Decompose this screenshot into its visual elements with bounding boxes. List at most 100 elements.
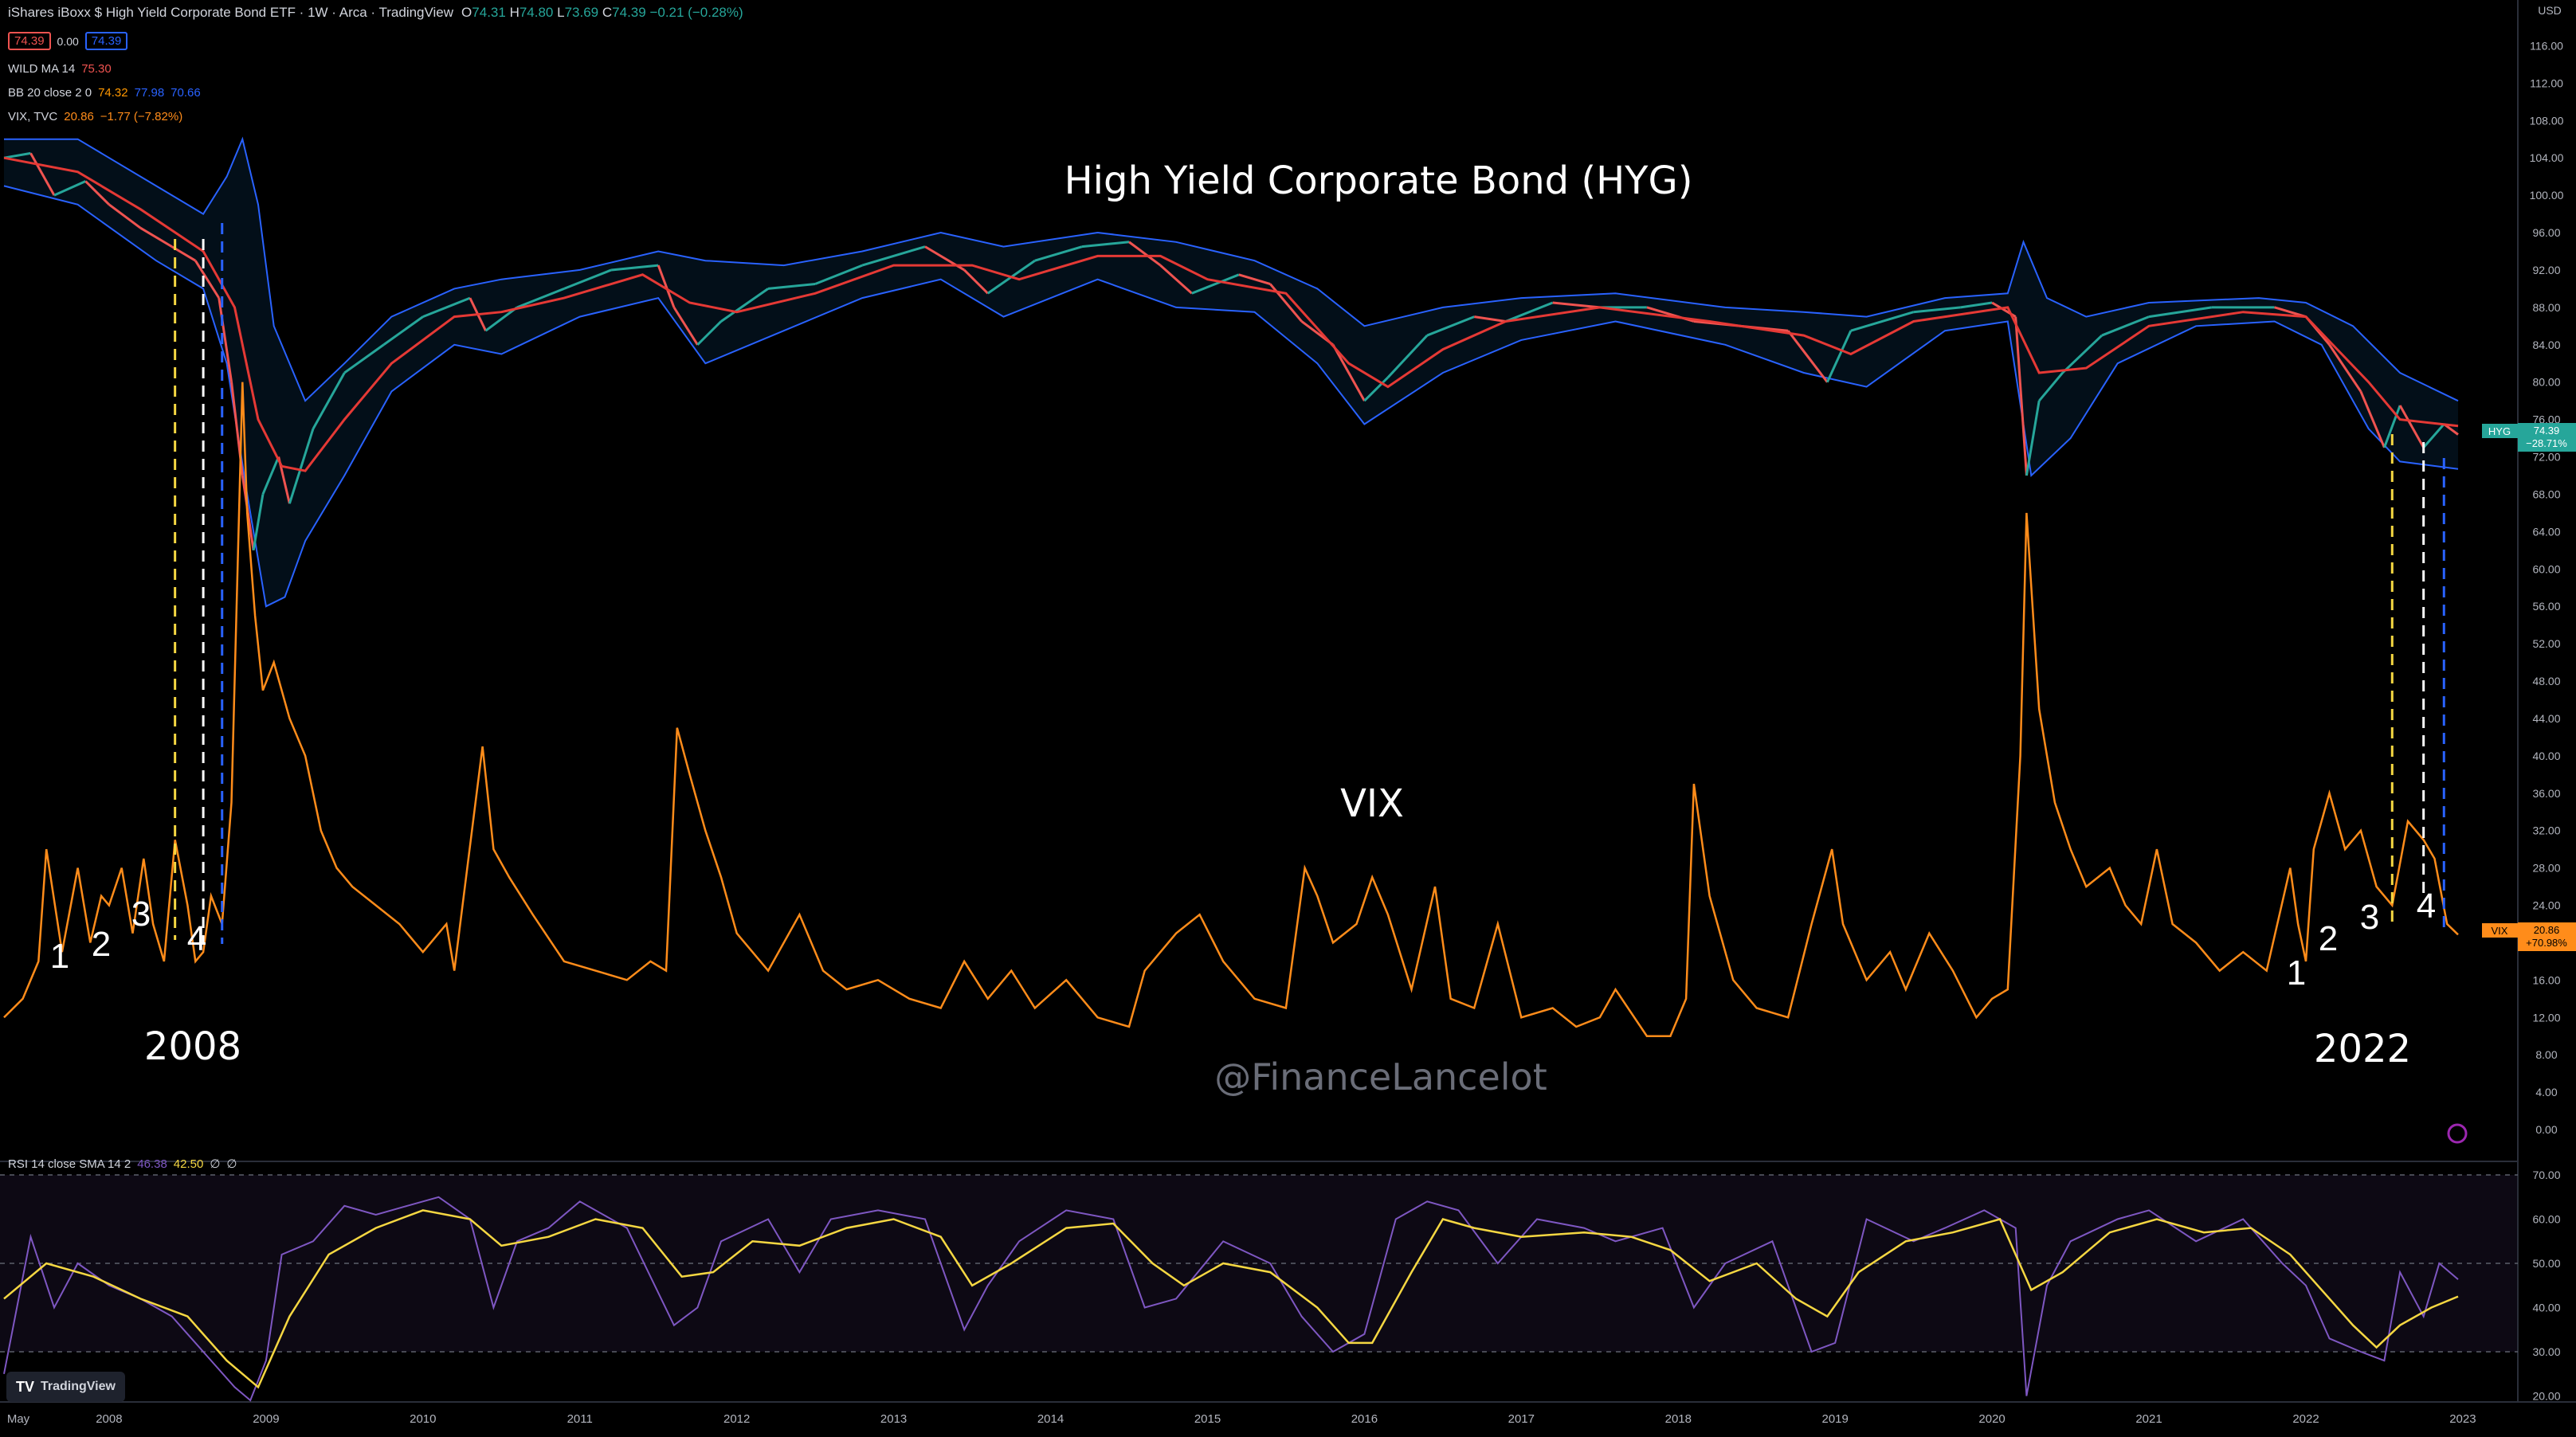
hyg-price-segment	[3, 151, 31, 159]
price-boxes: 74.39 0.00 74.39	[8, 32, 128, 50]
price-lines	[3, 151, 2459, 1037]
vix-tag-symbol: VIX	[2492, 925, 2508, 937]
hyg-price-segment	[1191, 273, 1240, 295]
sell-price-box[interactable]: 74.39	[8, 32, 51, 50]
rsi-axis-tick: 20.00	[2532, 1390, 2560, 1403]
hyg-price-segment	[2101, 315, 2150, 337]
time-axis-tick: 2017	[1508, 1412, 1535, 1426]
hyg-price-segment	[2148, 306, 2213, 319]
legend-bb[interactable]: BB 20 close 2 0 74.32 77.98 70.66	[8, 86, 201, 100]
bb-basis-value: 74.32	[98, 86, 128, 100]
rsi-axis-tick: 30.00	[2532, 1345, 2560, 1358]
price-axis-tick: 52.00	[2532, 637, 2560, 650]
vix-tag-price: 20.86	[2534, 924, 2560, 936]
hyg-price-segment	[814, 264, 863, 285]
tradingview-logo[interactable]: TV TradingView	[6, 1372, 125, 1402]
hyg-price-segment	[1552, 301, 1600, 309]
hyg-price-segment	[2061, 334, 2104, 374]
buy-price-box[interactable]: 74.39	[84, 32, 128, 50]
price-axis-tick: 96.00	[2532, 226, 2560, 239]
vix-value: 20.86	[64, 110, 94, 123]
price-axis-tick: 56.00	[2532, 600, 2560, 613]
tradingview-logo-icon: TV	[16, 1378, 35, 1395]
time-axis-tick: 2010	[410, 1412, 436, 1426]
hyg-price-segment	[288, 428, 315, 504]
price-axis-tick: 104.00	[2530, 151, 2564, 164]
hyg-price-segment	[720, 288, 769, 323]
bb-lower-value: 70.66	[171, 86, 201, 100]
legend-wild-ma[interactable]: WILD MA 14 75.30	[8, 62, 112, 76]
rsi-axis-tick: 60.00	[2532, 1213, 2560, 1226]
hyg-price-segment	[108, 203, 142, 229]
hyg-price-segment	[1128, 241, 1162, 267]
hyg-price-segment	[53, 180, 87, 197]
low-value: 73.69	[564, 5, 599, 20]
price-axis-tick: 116.00	[2530, 40, 2563, 53]
price-axis-tick: 100.00	[2530, 189, 2564, 202]
wild-ma-line	[3, 156, 2459, 472]
time-axis-tick: 2013	[880, 1412, 907, 1426]
time-axis-tick: 2021	[2135, 1412, 2162, 1426]
rsi-axis-tick: 50.00	[2532, 1257, 2560, 1270]
symbol-title[interactable]: iShares iBoxx $ High Yield Corporate Bon…	[8, 5, 454, 20]
rsi-pane	[0, 1174, 2518, 1402]
change-value: −0.21 (−0.28%)	[649, 5, 743, 20]
hyg-price-segment	[1034, 245, 1083, 262]
rsi-extra-1: ∅	[210, 1157, 221, 1171]
hyg-price-segment	[861, 245, 926, 267]
hyg-price-segment	[1825, 330, 1853, 383]
price-axis-tick: 8.00	[2535, 1048, 2557, 1061]
currency-label: USD	[2538, 4, 2562, 17]
price-axis-tick: 76.00	[2532, 413, 2560, 426]
hyg-price-segment	[343, 343, 385, 374]
hyg-tag-symbol: HYG	[2488, 425, 2511, 437]
time-axis-tick: 2018	[1665, 1412, 1692, 1426]
hyg-price-segment	[1960, 301, 1993, 309]
hyg-price-segment	[84, 180, 111, 206]
tradingview-label: TradingView	[41, 1380, 116, 1393]
hyg-price-segment	[1363, 376, 1389, 402]
hyg-price-segment	[2422, 423, 2445, 448]
bb-label: BB 20 close 2 0	[8, 86, 92, 100]
hyg-price-segment	[1505, 301, 1554, 323]
rsi-line	[3, 1196, 2459, 1402]
alert-icon[interactable]	[2447, 1123, 2468, 1144]
year-label-2022: 2022	[2314, 1027, 2411, 1071]
hyg-price-segment	[1331, 344, 1366, 401]
time-axis-tick: 2014	[1037, 1412, 1064, 1426]
time-axis-tick: 2020	[1978, 1412, 2005, 1426]
hyg-price-segment	[422, 296, 471, 318]
hyg-price-segment	[1386, 335, 1429, 378]
hyg-title: High Yield Corporate Bond (HYG)	[1065, 159, 1693, 203]
close-label: C	[602, 5, 613, 20]
hyg-price-segment	[963, 268, 989, 295]
hyg-price-segment	[2328, 343, 2362, 393]
time-axis-tick: 2016	[1351, 1412, 1378, 1426]
vix-title: VIX	[1340, 781, 1404, 826]
hyg-price-segment	[767, 283, 816, 290]
hyg-price-segment	[2398, 405, 2425, 448]
hyg-price-segment	[2383, 405, 2402, 448]
price-axis-tick: 44.00	[2532, 712, 2560, 725]
time-axis-tick: May	[7, 1412, 30, 1426]
hyg-price-segment	[1426, 315, 1475, 337]
hyg-price-segment	[139, 226, 173, 248]
hyg-tag-change: −28.71%	[2526, 437, 2567, 449]
hyg-price-segment	[657, 264, 676, 308]
hyg-price-segment	[672, 307, 699, 346]
hyg-price-tag: HYG 74.39 −28.71%	[2482, 423, 2576, 452]
time-axis-tick: 2008	[96, 1412, 122, 1426]
hyg-price-segment	[1913, 306, 1961, 314]
time-axis-tick: 2012	[723, 1412, 750, 1426]
hyg-price-segment	[1159, 264, 1193, 295]
time-axis-tick: 2015	[1194, 1412, 1221, 1426]
price-axis-tick: 32.00	[2532, 824, 2560, 837]
legend-vix[interactable]: VIX, TVC 20.86 −1.77 (−7.82%)	[8, 110, 182, 123]
rsi-axis-tick: 40.00	[2532, 1302, 2560, 1314]
ohlc-readout: O74.31 H74.80 L73.69 C74.39 −0.21 (−0.28…	[461, 5, 743, 21]
legend-rsi[interactable]: RSI 14 close SMA 14 2 46.38 42.50 ∅ ∅	[8, 1157, 237, 1172]
hyg-price-segment	[382, 315, 424, 347]
time-axis-tick: 2023	[2449, 1412, 2476, 1426]
